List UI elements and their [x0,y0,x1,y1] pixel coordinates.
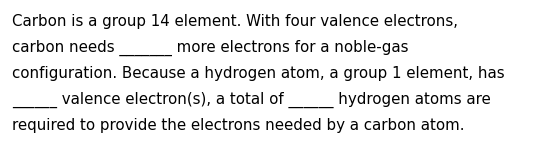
Text: configuration. Because a hydrogen atom, a group 1 element, has: configuration. Because a hydrogen atom, … [12,66,504,81]
Text: ______ valence electron(s), a total of ______ hydrogen atoms are: ______ valence electron(s), a total of _… [12,92,490,108]
Text: carbon needs _______ more electrons for a noble-gas: carbon needs _______ more electrons for … [12,40,408,56]
Text: required to provide the electrons needed by a carbon atom.: required to provide the electrons needed… [12,118,464,133]
Text: Carbon is a group 14 element. With four valence electrons,: Carbon is a group 14 element. With four … [12,14,458,29]
